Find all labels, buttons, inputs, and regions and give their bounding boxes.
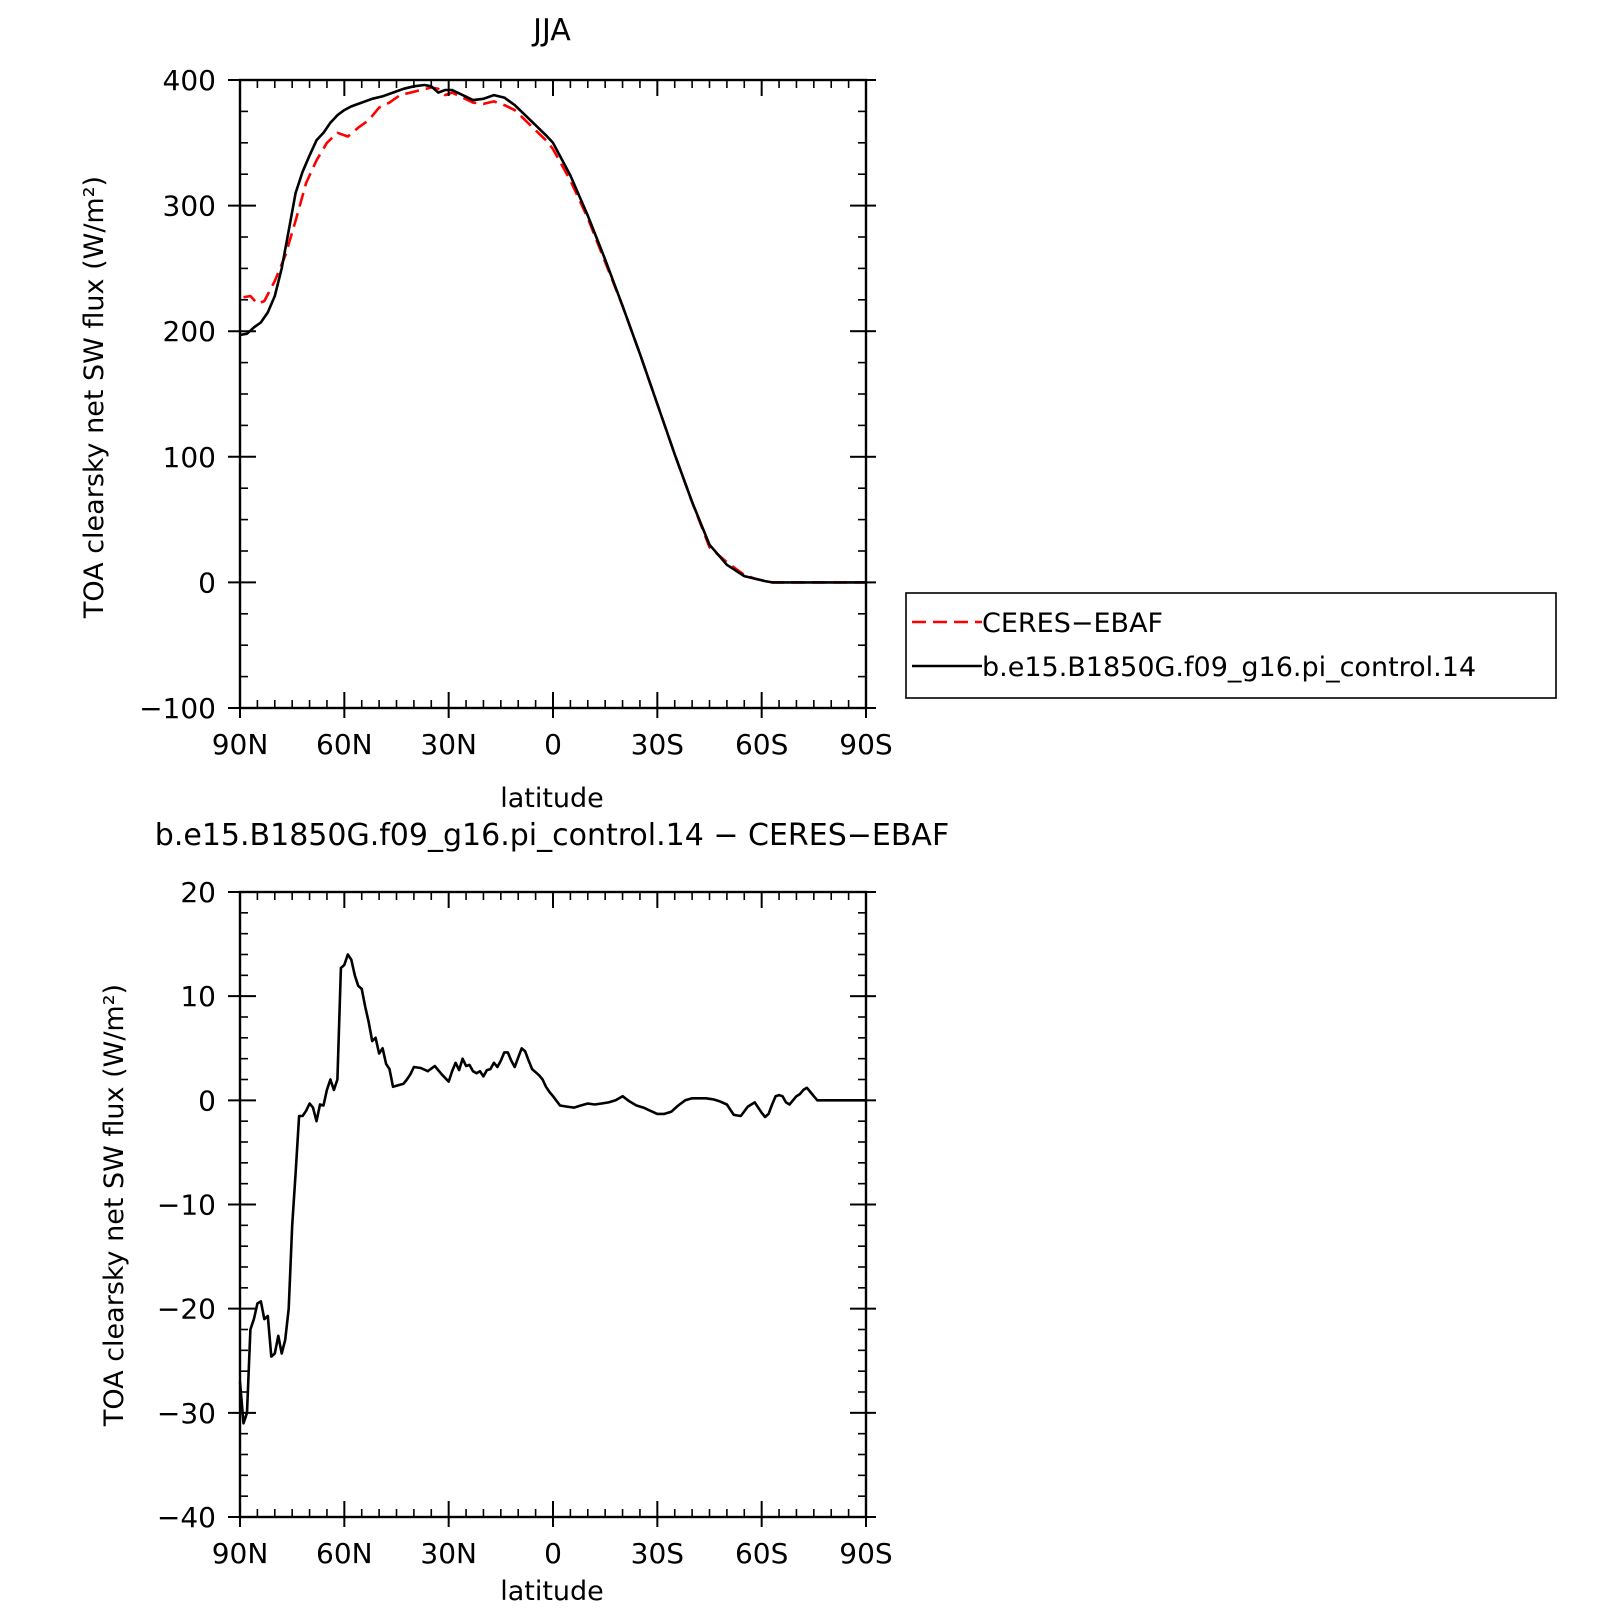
legend-label-model: b.e15.B1850G.f09_g16.pi_control.14	[982, 652, 1476, 683]
bottom-x-tick-label: 30S	[631, 1537, 684, 1570]
top-y-tick-label: 0	[198, 566, 216, 599]
bottom-series-line-0	[238, 953, 866, 1425]
bottom-x-tick-label: 90N	[212, 1537, 269, 1570]
top-x-axis-label: latitude	[500, 783, 604, 814]
bottom-x-tick-label: 60N	[316, 1537, 373, 1570]
bottom-panel: b.e15.B1850G.f09_g16.pi_control.14 − CER…	[99, 818, 949, 1607]
bottom-y-tick-label: −10	[157, 1189, 216, 1222]
bottom-y-axis-label: TOA clearsky net SW flux (W/m²)	[99, 984, 130, 1427]
legend: CERES−EBAF b.e15.B1850G.f09_g16.pi_contr…	[905, 592, 1557, 699]
bottom-axes: 90N 60N 30N 0 30S 60S 90S −40 −30 −20 −10 0 10 20	[157, 876, 893, 1570]
top-y-tick-label: −100	[139, 692, 216, 725]
top-axes: 90N 60N 30N 0 30S 60S 90S −100 0 100 200 300 400	[139, 64, 893, 761]
bottom-y-tick-label: 10	[180, 980, 216, 1013]
top-x-tick-label: 30N	[420, 728, 477, 761]
top-x-tick-label: 0	[544, 728, 562, 761]
bottom-x-axis-label: latitude	[500, 1576, 604, 1607]
bottom-y-tick-label: −30	[157, 1397, 216, 1430]
bottom-y-tick-label: −40	[157, 1501, 216, 1534]
top-x-tick-label: 30S	[631, 728, 684, 761]
bottom-x-tick-label: 30N	[420, 1537, 477, 1570]
top-y-axis-label: TOA clearsky net SW flux (W/m²)	[79, 176, 110, 619]
bottom-y-tick-label: −20	[157, 1293, 216, 1326]
legend-box	[905, 592, 1557, 699]
top-chart-title: JJA	[531, 13, 571, 48]
top-x-tick-label: 90S	[839, 728, 892, 761]
top-y-tick-label: 300	[163, 190, 216, 223]
bottom-y-tick-label: 20	[180, 876, 216, 909]
bottom-series-layer	[238, 953, 866, 1425]
top-series-line-0	[243, 86, 866, 584]
legend-label-ceres: CERES−EBAF	[982, 608, 1163, 639]
bottom-x-tick-label: 60S	[735, 1537, 788, 1570]
bottom-x-tick-label: 90S	[839, 1537, 892, 1570]
top-series-line-1	[239, 83, 866, 584]
top-y-tick-label: 100	[163, 441, 216, 474]
top-panel: JJA 90N 60N 30N 0 30S 60S 90S −100 0 100 200 300 400…	[79, 13, 893, 814]
top-x-tick-label: 60N	[316, 728, 373, 761]
top-y-tick-label: 400	[163, 64, 216, 97]
top-plot-frame	[238, 78, 868, 710]
bottom-chart-title: b.e15.B1850G.f09_g16.pi_control.14 − CER…	[155, 818, 949, 853]
top-x-tick-label: 90N	[212, 728, 269, 761]
top-series-layer	[239, 83, 866, 584]
bottom-plot-frame	[238, 890, 868, 1519]
bottom-x-tick-label: 0	[544, 1537, 562, 1570]
top-y-tick-label: 200	[163, 315, 216, 348]
bottom-y-tick-label: 0	[198, 1084, 216, 1117]
top-x-tick-label: 60S	[735, 728, 788, 761]
